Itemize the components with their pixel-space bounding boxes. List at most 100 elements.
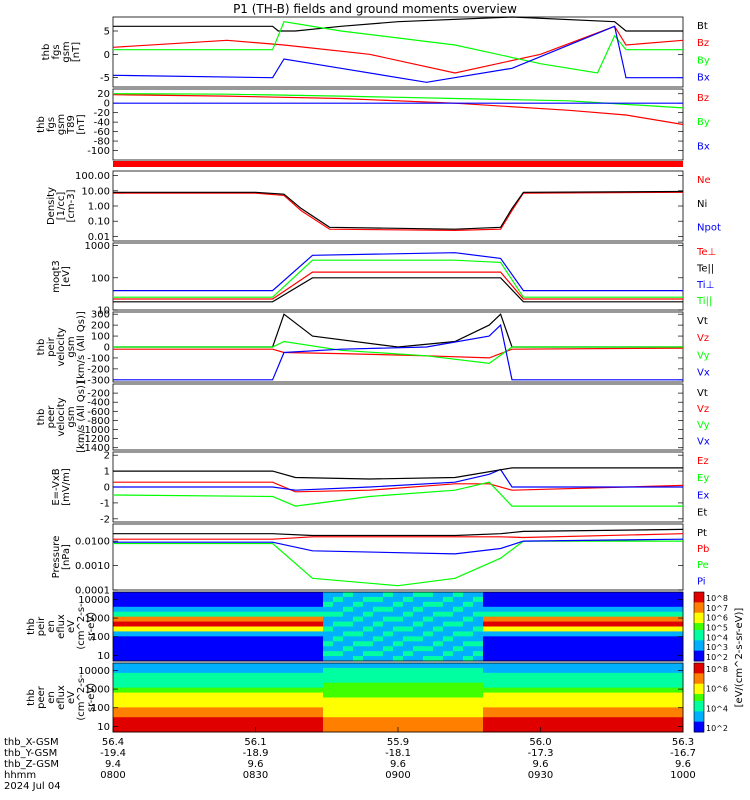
spectrogram-cell [583, 646, 594, 652]
spectrogram-cell [333, 697, 344, 703]
spectrogram-cell [253, 641, 264, 647]
spectrogram-cell [523, 611, 534, 618]
spectrogram-cell [523, 606, 534, 613]
spectrogram-cell [273, 663, 284, 669]
spectrogram-cell [593, 687, 604, 694]
spectrogram-cell [623, 722, 634, 728]
spectrogram-cell [503, 692, 514, 698]
spectrogram-cell [403, 687, 414, 694]
spectrogram-cell [333, 611, 344, 618]
spectrogram-cell [573, 596, 584, 603]
spectrogram-cell [213, 592, 224, 598]
spectrogram-cell [553, 712, 564, 718]
spectrogram-cell [413, 656, 424, 662]
spectrogram-cell [113, 592, 124, 598]
spectrogram-cell [283, 707, 294, 713]
spectrogram-cell [553, 621, 564, 627]
spectrogram-cell [253, 687, 264, 694]
x-tick-label: 0830 [243, 770, 268, 781]
spectrogram-cell [473, 672, 484, 679]
spectrogram-cell [493, 626, 504, 632]
spectrogram-cell [463, 616, 474, 623]
spectrogram-cell [173, 601, 184, 608]
spectrogram-cell [353, 621, 364, 627]
spectrogram-cell [153, 702, 164, 708]
spectrogram-cell [133, 682, 144, 689]
spectrogram-cell [193, 707, 204, 713]
spectrogram-cell [223, 727, 234, 733]
spectrogram-cell [203, 667, 214, 674]
spectrogram-cell [643, 722, 654, 728]
spectrogram-cell [283, 687, 294, 694]
spectrogram-cell [653, 717, 664, 723]
spectrogram-cell [133, 596, 144, 603]
spectrogram-cell [413, 611, 424, 618]
spectrogram-cell [363, 626, 374, 632]
spectrogram-cell [473, 682, 484, 689]
spectrogram-cell [423, 656, 434, 662]
spectrogram-cell [303, 626, 314, 632]
spectrogram-cell [533, 687, 544, 694]
spectrogram-cell [653, 692, 664, 698]
spectrogram-cell [553, 606, 564, 613]
spectrogram-cell [523, 667, 534, 674]
spectrogram-cell [433, 611, 444, 618]
spectrogram-cell [393, 663, 404, 669]
spectrogram-cell [573, 677, 584, 684]
y-tick-label: 1.00 [88, 202, 110, 213]
legend-entry: Pi [697, 576, 706, 587]
spectrogram-cell [473, 717, 484, 723]
spectrogram-cell [123, 621, 134, 627]
spectrogram-cell [493, 667, 504, 674]
spectrogram-cell [193, 712, 204, 718]
spectrogram-cell [593, 712, 604, 718]
spectrogram-cell [133, 697, 144, 703]
spectrogram-cell [153, 687, 164, 694]
spectrogram-cell [423, 631, 434, 637]
spectrogram-cell [293, 646, 304, 652]
spectrogram-cell [213, 707, 224, 713]
spectrogram-cell [333, 636, 344, 642]
spectrogram-cell [343, 601, 354, 608]
spectrogram-cell [593, 717, 604, 723]
spectrogram-cell [253, 667, 264, 674]
spectrogram-cell [353, 663, 364, 669]
spectrogram-cell [543, 631, 554, 637]
spectrogram-cell [183, 631, 194, 637]
spectrogram-cell [313, 611, 324, 618]
spectrogram-cell [403, 636, 414, 642]
spectrogram-cell [353, 702, 364, 708]
x-tick-label: 56.4 [102, 737, 124, 748]
spectrogram-cell [353, 692, 364, 698]
spectrogram-cell [203, 697, 214, 703]
spectrogram-cell [523, 596, 534, 603]
spectrogram-cell [553, 717, 564, 723]
spectrogram-cell [263, 611, 274, 618]
spectrogram-cell [223, 636, 234, 642]
spectrogram-cell [623, 707, 634, 713]
spectrogram-cell [193, 646, 204, 652]
spectrogram-cell [383, 722, 394, 728]
spectrogram-cell [133, 667, 144, 674]
colorbar-tick-label: 10^5 [706, 624, 728, 633]
spectrogram-cell [373, 727, 384, 733]
spectrogram-cell [453, 707, 464, 713]
spectrogram-cell [253, 682, 264, 689]
y-tick-label: 100 [91, 332, 110, 343]
spectrogram-cell [403, 651, 414, 657]
y-tick-label: 0.10 [88, 217, 110, 228]
spectrogram-cell [363, 707, 374, 713]
spectrogram-cell [243, 667, 254, 674]
spectrogram-cell [283, 651, 294, 657]
spectrogram-cell [273, 636, 284, 642]
spectrogram-cell [323, 692, 334, 698]
spectrogram-cell [403, 621, 414, 627]
spectrogram-cell [233, 596, 244, 603]
spectrogram-cell [343, 626, 354, 632]
spectrogram-cell [643, 663, 654, 669]
y-tick-label: 0 [104, 99, 110, 110]
spectrogram-cell [493, 727, 504, 733]
spectrogram-cell [123, 641, 134, 647]
legend-entry: Vt [697, 388, 708, 399]
spectrogram-cell [613, 702, 624, 708]
